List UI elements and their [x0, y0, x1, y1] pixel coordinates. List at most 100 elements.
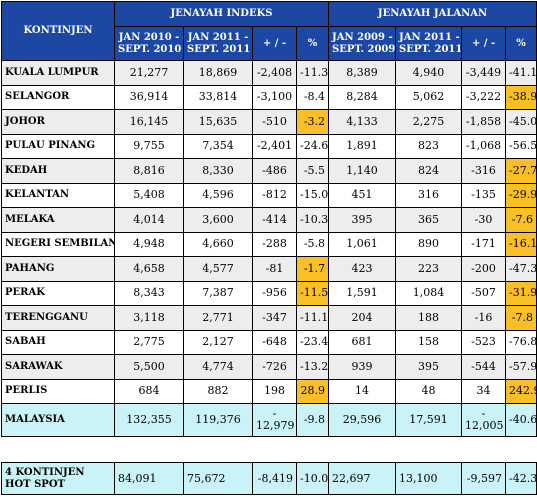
cell-value: 22,697	[328, 462, 396, 495]
table-row: TERENGGANU 3,118 2,771 -347 -11.1 204 188 -16 -7…	[1, 305, 537, 331]
cell-value: 198	[252, 378, 297, 404]
cell-value: -57.9	[505, 354, 537, 380]
cell-value: 823	[395, 133, 463, 159]
cell-value: 2,775	[114, 329, 184, 355]
state-name: TERENGGANU	[1, 305, 115, 331]
jalanan-percent-header: %	[505, 26, 537, 61]
cell-value: 365	[395, 207, 463, 233]
state-name: PULAU PINANG	[1, 133, 115, 159]
cell-value: -16	[461, 305, 507, 331]
cell-value: -38.9	[505, 84, 537, 110]
cell-value: 8,284	[328, 84, 397, 110]
cell-value: -347	[252, 305, 297, 331]
state-name: PAHANG	[1, 256, 115, 282]
malaysia-total-row: MALAYSIA 132,355 119,376 -12,979 -9.8 29…	[1, 403, 537, 437]
jenayah-jalanan-header: JENAYAH JALANAN	[328, 1, 537, 27]
cell-value: -3,449	[461, 60, 507, 86]
cell-value: 18,869	[183, 60, 253, 86]
state-name: PERLIS	[1, 378, 115, 404]
jalanan-period-2009-header: JAN 2009 - SEPT. 2009	[328, 26, 397, 61]
cell-value: -135	[461, 182, 507, 208]
cell-value: 48	[395, 378, 463, 404]
crime-statistics-table: KONTINJEN JENAYAH INDEKS JENAYAH JALANAN…	[1, 1, 537, 437]
indeks-change-header: + / -	[252, 26, 297, 61]
cell-value: -2,401	[252, 133, 297, 159]
cell-value: 4,940	[395, 60, 463, 86]
cell-value: -11.1	[295, 305, 330, 331]
cell-value: -56.5	[505, 133, 537, 159]
jenayah-indeks-header: JENAYAH INDEKS	[113, 1, 330, 27]
cell-value: -1,068	[461, 133, 507, 159]
cell-value: 5,062	[395, 84, 463, 110]
cell-value: 4,660	[183, 231, 253, 257]
cell-value: -200	[461, 256, 507, 282]
cell-value: 16,145	[114, 109, 184, 135]
cell-value: -16.1	[505, 231, 537, 257]
cell-value: -23.4	[295, 329, 330, 355]
indeks-period-2011-header: JAN 2011 - SEPT. 2011	[183, 26, 253, 61]
cell-value: 5,500	[114, 354, 184, 380]
table-row: SARAWAK 5,500 4,774 -726 -13.2 939 395 -544 -57.…	[1, 354, 537, 380]
cell-value: 158	[395, 329, 463, 355]
cell-value: -13.2	[295, 354, 330, 380]
cell-value: -726	[252, 354, 297, 380]
cell-value: -12,979	[252, 403, 297, 437]
cell-value: -41.1	[505, 60, 537, 86]
cell-value: -31.9	[505, 280, 537, 306]
cell-value: 13,100	[395, 462, 462, 495]
indeks-percent-header: %	[295, 26, 330, 61]
table-row: PERAK 8,343 7,387 -956 -11.5 1,591 1,084 -507 -3…	[1, 280, 537, 306]
cell-value: -10.0	[296, 462, 329, 495]
cell-value: -8.4	[295, 84, 330, 110]
state-name: SARAWAK	[1, 354, 115, 380]
cell-value: -1.7	[295, 256, 330, 282]
cell-value: -42.3	[505, 462, 537, 495]
cell-value: 1,591	[328, 280, 397, 306]
cell-value: 17,591	[395, 403, 463, 437]
cell-value: -3,100	[252, 84, 297, 110]
kontinjen-header: KONTINJEN	[1, 1, 115, 61]
cell-value: -11.5	[295, 280, 330, 306]
table-row: PULAU PINANG 9,755 7,354 -2,401 -24.6 1,891 82…	[1, 133, 537, 159]
cell-value: -8,419	[252, 462, 297, 495]
cell-value: -5.5	[295, 158, 330, 184]
jalanan-period-2011-header: JAN 2011 - SEPT. 2011	[395, 26, 463, 61]
cell-value: 8,389	[328, 60, 397, 86]
cell-value: -486	[252, 158, 297, 184]
cell-value: -956	[252, 280, 297, 306]
cell-value: -12,005	[461, 403, 507, 437]
cell-value: -7.8	[505, 305, 537, 331]
cell-value: 1,084	[395, 280, 463, 306]
table-row: PAHANG 4,658 4,577 -81 -1.7 423 223 -200 -47.3	[1, 256, 537, 282]
cell-value: 1,891	[328, 133, 397, 159]
cell-value: 21,277	[114, 60, 184, 86]
cell-value: -40.6	[505, 403, 537, 437]
state-name: MALAYSIA	[1, 403, 115, 437]
state-name: NEGERI SEMBILAN	[1, 231, 115, 257]
cell-value: 4,774	[183, 354, 253, 380]
cell-value: -24.6	[295, 133, 330, 159]
cell-value: 15,635	[183, 109, 253, 135]
cell-value: 824	[395, 158, 463, 184]
cell-value: 890	[395, 231, 463, 257]
cell-value: -3,222	[461, 84, 507, 110]
cell-value: 204	[328, 305, 397, 331]
cell-value: -544	[461, 354, 507, 380]
state-name: KEDAH	[1, 158, 115, 184]
cell-value: 242.9	[505, 378, 537, 404]
cell-value: -76.8	[505, 329, 537, 355]
cell-value: 14	[328, 378, 397, 404]
cell-value: 681	[328, 329, 397, 355]
cell-value: 4,577	[183, 256, 253, 282]
cell-value: -648	[252, 329, 297, 355]
cell-value: -812	[252, 182, 297, 208]
cell-value: 4,658	[114, 256, 184, 282]
cell-value: -11.3	[295, 60, 330, 86]
cell-value: -2,408	[252, 60, 297, 86]
cell-value: 7,387	[183, 280, 253, 306]
table-row: SABAH 2,775 2,127 -648 -23.4 681 158 -523 -76.8	[1, 329, 537, 355]
cell-value: -523	[461, 329, 507, 355]
cell-value: -7.6	[505, 207, 537, 233]
hotspot-table: 4 KONTINJEN HOT SPOT 84,091 75,672 -8,419…	[1, 462, 537, 495]
